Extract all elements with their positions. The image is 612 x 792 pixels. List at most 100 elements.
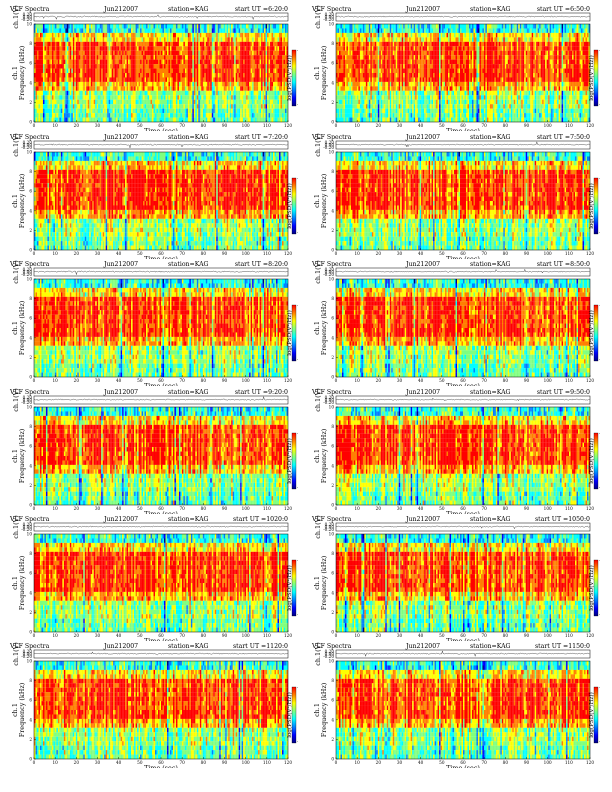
x-tick-label: 60	[158, 760, 164, 765]
spectrogram	[336, 534, 591, 633]
x-tick-label: 40	[116, 251, 122, 256]
y-tick-label: 6	[331, 698, 334, 703]
y-tick-label: 8	[29, 41, 32, 46]
spectrogram	[336, 279, 591, 378]
y-tick-label: 10	[329, 22, 335, 27]
panel-date: Jun212007	[103, 643, 138, 650]
spectra-panel-svg: VLF Spectra Jun212007 station=KAG start UT …	[311, 5, 600, 131]
x-tick-label: 80	[503, 760, 509, 765]
spectra-panel: VLF Spectra Jun212007 station=KAG start UT …	[8, 388, 298, 514]
y-tick-label: 2	[331, 610, 334, 615]
colorbar	[291, 559, 297, 617]
x-tick-label: 80	[503, 378, 509, 383]
x-tick-label: 70	[481, 633, 487, 638]
y-tick-label: 8	[29, 551, 32, 556]
x-tick-label: 10	[52, 760, 58, 765]
x-axis-label: Time (sec)	[144, 764, 178, 768]
x-tick-label: 60	[158, 123, 164, 128]
panel-station: station=KAG	[168, 389, 209, 396]
panel-start-time: start UT =8:50:0	[537, 261, 590, 268]
x-tick-label: 110	[263, 633, 271, 638]
y-tick-label: 8	[29, 424, 32, 429]
y-tick-label: 2	[331, 355, 334, 360]
x-tick-label: 120	[586, 251, 594, 256]
trace-tick-label: 0.00	[325, 524, 335, 529]
x-tick-label: 80	[503, 633, 509, 638]
x-tick-label: 100	[242, 760, 250, 765]
x-tick-label: 70	[179, 633, 185, 638]
trace-tick-label: -0.20	[323, 17, 334, 22]
spectra-panel-svg: VLF Spectra Jun212007 station=KAG start UT …	[311, 388, 600, 514]
spectra-panel: VLF Spectra Jun212007 station=KAG start UT …	[310, 5, 600, 131]
y-tick-label: 0	[29, 503, 32, 508]
x-tick-label: 0	[335, 123, 338, 128]
colorbar-label: log(PSD(V²/Hz))	[588, 310, 595, 356]
trace-tick-label: 0.20	[23, 12, 33, 17]
panel-start-time: start UT =1020:0	[233, 516, 288, 523]
trace-tick-label: 0.20	[23, 140, 33, 145]
y-tick-label: 2	[29, 483, 32, 488]
trace-axis-label: ch.1(V)	[314, 133, 322, 156]
panel-start-time: start UT =9:50:0	[537, 389, 590, 396]
x-tick-label: 60	[158, 633, 164, 638]
y-tick-label: 6	[331, 61, 334, 66]
trace-line	[335, 650, 590, 657]
x-tick-label: 100	[242, 251, 250, 256]
x-tick-label: 60	[158, 378, 164, 383]
x-tick-label: 90	[524, 506, 530, 511]
x-tick-label: 0	[33, 506, 36, 511]
x-tick-label: 30	[95, 633, 101, 638]
y-tick-label: 2	[29, 737, 32, 742]
spectrogram	[34, 407, 289, 506]
x-tick-label: 50	[439, 633, 445, 638]
trace-tick-label: -0.20	[323, 527, 334, 532]
x-tick-label: 60	[460, 251, 466, 256]
x-tick-label: 60	[158, 506, 164, 511]
colorbar	[291, 49, 297, 107]
y-tick-label: 2	[29, 100, 32, 105]
y-axis-label: ch.1Frequency (kHz)	[11, 683, 26, 737]
trace-line	[335, 15, 590, 18]
x-tick-label: 60	[460, 378, 466, 383]
y-tick-label: 8	[331, 551, 334, 556]
x-tick-label: 80	[201, 633, 207, 638]
trace-tick-label: -0.20	[21, 17, 32, 22]
x-tick-label: 70	[179, 760, 185, 765]
spectra-panel-svg: VLF Spectra Jun212007 station=KAG start UT …	[311, 642, 600, 768]
panel-title: VLF Spectra	[9, 389, 50, 396]
x-tick-label: 30	[95, 378, 101, 383]
x-tick-label: 80	[201, 251, 207, 256]
spectrogram	[336, 661, 591, 760]
x-tick-label: 100	[242, 378, 250, 383]
colorbar-label: log(PSD(V²/Hz))	[286, 692, 293, 738]
x-tick-label: 0	[33, 251, 36, 256]
trace-tick-label: -0.20	[21, 272, 32, 277]
y-tick-label: 0	[331, 248, 334, 253]
y-tick-label: 4	[29, 335, 32, 340]
trace-axis-label: ch.1(V)	[12, 388, 20, 411]
x-tick-label: 40	[418, 506, 424, 511]
trace-frame	[33, 395, 289, 405]
panel-date: Jun212007	[405, 389, 440, 396]
y-tick-label: 4	[29, 80, 32, 85]
spectra-panel: VLF Spectra Jun212007 station=KAG start UT …	[310, 642, 600, 768]
y-tick-label: 4	[331, 208, 334, 213]
trace-tick-label: 0.20	[23, 267, 33, 272]
colorbar-tick-label: -	[297, 612, 298, 617]
trace-line	[33, 651, 288, 656]
trace-frame	[33, 522, 289, 532]
y-axis-label: ch.1Frequency (kHz)	[313, 301, 328, 355]
x-tick-label: 50	[439, 251, 445, 256]
y-tick-label: 4	[331, 717, 334, 722]
trace-tick-label: 0.20	[23, 395, 33, 400]
colorbar-tick-label: -	[297, 431, 298, 436]
x-tick-label: 40	[418, 123, 424, 128]
x-tick-label: 50	[439, 506, 445, 511]
trace-line	[33, 270, 288, 276]
x-tick-label: 50	[137, 123, 143, 128]
trace-tick-label: 0.00	[23, 397, 33, 402]
panel-title: VLF Spectra	[311, 389, 352, 396]
x-tick-label: 30	[397, 378, 403, 383]
spectrogram	[34, 534, 289, 633]
panel-station: station=KAG	[470, 643, 511, 650]
